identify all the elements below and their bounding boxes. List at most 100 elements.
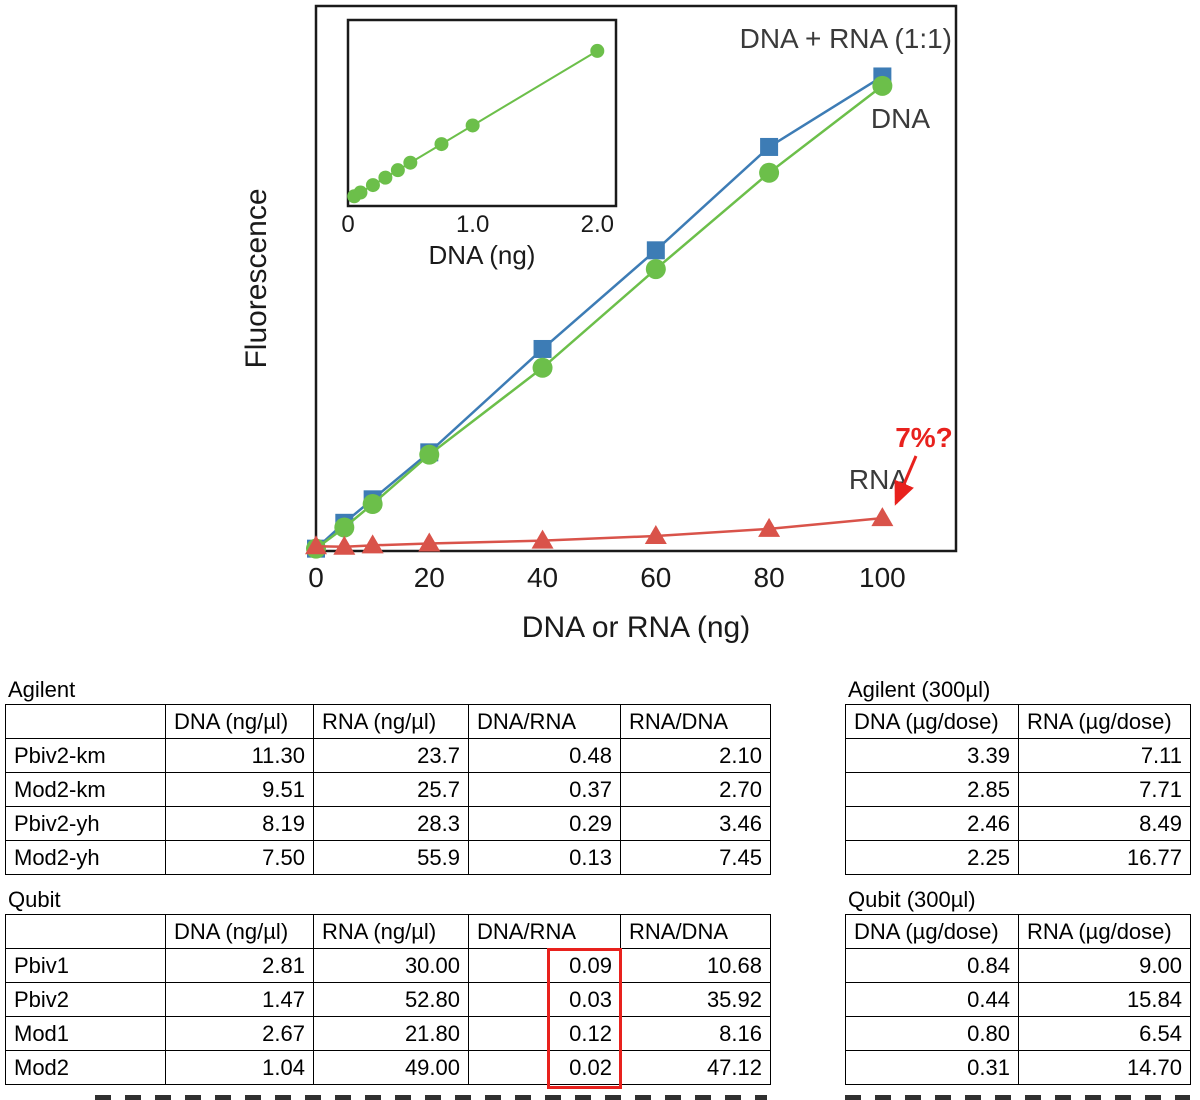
table-row: Mod1 2.67 21.80 0.12 8.16 [5,1016,771,1051]
column-header: RNA (ng/µl) [313,704,469,739]
value-cell: 9.00 [1018,948,1191,983]
inset-marker-circle [465,118,480,133]
row-label: Mod2-km [5,772,166,807]
marker-triangle-rna [333,535,356,555]
column-header: DNA (µg/dose) [845,704,1019,739]
marker-circle-dna [872,75,893,96]
value-cell: 6.54 [1018,1016,1191,1051]
row-label: Mod2 [5,1050,166,1085]
inset-marker-circle [378,170,393,185]
value-cell: 7.71 [1018,772,1191,807]
value-cell: 2.70 [620,772,771,807]
marker-triangle-rna [305,535,327,555]
inset-marker-circle [403,155,418,170]
value-cell: 2.46 [845,806,1019,841]
x-tick-label: 40 [527,562,558,593]
header-row: DNA (ng/µl) RNA (ng/µl) DNA/RNA RNA/DNA [5,704,771,739]
column-header: DNA (ng/µl) [165,704,314,739]
value-cell: 47.12 [620,1050,771,1085]
inset-frame [346,18,618,208]
value-cell: 7.11 [1018,738,1191,773]
value-cell: 2.85 [845,772,1019,807]
y-axis-label: Fluorescence [240,188,273,368]
value-cell: 49.00 [313,1050,469,1085]
value-cell: 2.81 [165,948,314,983]
row-label: Pbiv1 [5,948,166,983]
marker-circle-dna [419,444,440,465]
marker-square-dna-rna [646,241,665,260]
header-row: DNA (µg/dose) RNA (µg/dose) [845,914,1191,949]
value-cell: 25.7 [313,772,469,807]
marker-triangle-rna [871,507,894,527]
x-tick-label: 20 [414,562,445,593]
inset-marker-circle [434,137,449,152]
value-cell: 3.46 [620,806,771,841]
marker-triangle-rna [418,532,441,552]
value-cell: 28.3 [313,806,469,841]
value-cell: 0.84 [845,948,1019,983]
value-cell: 0.48 [468,738,621,773]
marker-square-dna-rna [533,339,552,358]
value-cell: 55.9 [313,840,469,875]
row-label: Mod2-yh [5,840,166,875]
marker-circle-dna [645,259,666,280]
column-header: RNA (ng/µl) [313,914,469,949]
value-cell: 11.30 [165,738,314,773]
column-header: DNA (µg/dose) [845,914,1019,949]
column-header: RNA (µg/dose) [1018,704,1191,739]
column-header [5,914,166,949]
qubit-table: DNA (ng/µl) RNA (ng/µl) DNA/RNA RNA/DNA Pbiv… [5,914,771,1085]
value-cell: 2.25 [845,840,1019,875]
value-cell: 23.7 [313,738,469,773]
row-label: Pbiv2-yh [5,806,166,841]
value-cell: 8.49 [1018,806,1191,841]
value-cell: 9.51 [165,772,314,807]
marker-square-dna-rna [760,137,779,156]
value-cell: 7.45 [620,840,771,875]
table-row: Mod2 1.04 49.00 0.02 47.12 [5,1050,771,1085]
table-title-qubit: Qubit [8,887,61,912]
callout-arrow [894,455,918,506]
value-cell: 30.00 [313,948,469,983]
value-cell: 16.77 [1018,840,1191,875]
cropped-content-strip [845,1095,1190,1100]
inset-tick-label: 2.0 [581,211,614,238]
table-row: 0.31 14.70 [845,1050,1191,1085]
value-cell: 1.04 [165,1050,314,1085]
value-cell: 14.70 [1018,1050,1191,1085]
inset-tick-label: 1.0 [456,211,489,238]
legend-label-dna-rna: DNA + RNA (1:1) [740,23,952,54]
row-label: Pbiv2 [5,982,166,1017]
value-cell: 52.80 [313,982,469,1017]
x-tick-label: 60 [640,562,671,593]
value-cell: 0.29 [468,806,621,841]
value-cell: 3.39 [845,738,1019,773]
value-cell: 2.10 [620,738,771,773]
column-header: DNA/RNA [468,914,621,949]
value-cell: 2.67 [165,1016,314,1051]
series-line-rna [315,516,883,549]
value-cell: 7.50 [165,840,314,875]
value-cell: 0.03 [468,982,621,1017]
value-cell: 0.12 [468,1016,621,1051]
marker-circle-dna [362,494,383,515]
table-title-agilent-dose: Agilent (300µl) [848,677,991,702]
x-tick-label: 80 [754,562,785,593]
table-row: 0.80 6.54 [845,1016,1191,1051]
callout-7pct-label: 7%? [895,422,953,453]
value-cell: 0.02 [468,1050,621,1085]
value-cell: 10.68 [620,948,771,983]
inset-marker-circle [390,163,405,178]
row-label: Pbiv2-km [5,738,166,773]
marker-triangle-rna [361,534,384,554]
value-cell: 0.09 [468,948,621,983]
value-cell: 1.47 [165,982,314,1017]
table-row: 2.85 7.71 [845,772,1191,807]
qubit-dose-table: DNA (µg/dose) RNA (µg/dose) 0.84 9.00 0.44 15… [845,914,1191,1085]
x-tick-label: 100 [859,562,906,593]
value-cell: 21.80 [313,1016,469,1051]
table-row: Mod2-km 9.51 25.7 0.37 2.70 [5,772,771,807]
column-header: RNA/DNA [620,914,771,949]
value-cell: 0.37 [468,772,621,807]
